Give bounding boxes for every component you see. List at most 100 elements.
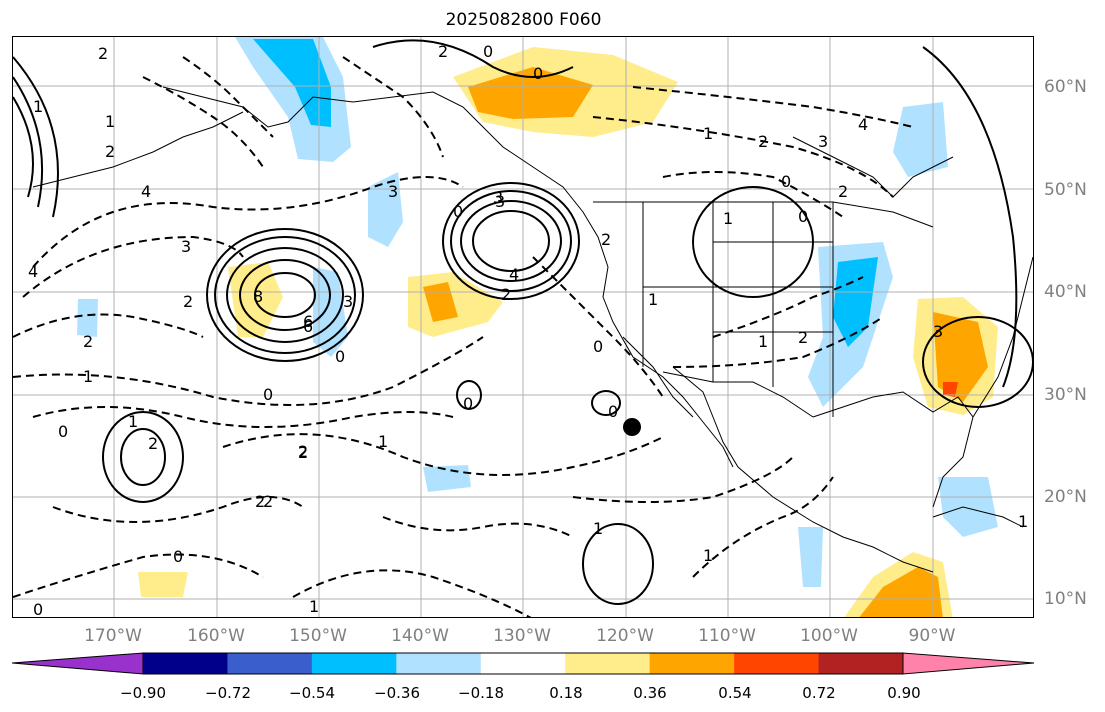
contour-label: 2 (298, 443, 308, 462)
contour-label: 0 (593, 337, 603, 356)
shade-region-west-pacific-blue (77, 299, 98, 337)
contour-label: 0 (173, 547, 183, 566)
contour-label: 1 (703, 546, 713, 565)
contour-label: 2 (758, 132, 768, 151)
dashed-contour-19 (182, 56, 274, 138)
lon-label: 110°W (698, 626, 756, 646)
contour-label: 1 (128, 412, 138, 431)
contour-label: 3 (495, 192, 505, 211)
dashed-contour-20 (292, 569, 532, 617)
contour-label: 2 (83, 332, 93, 351)
contour-west-edge (13, 56, 59, 218)
high-center-ring-4 (442, 182, 580, 300)
contour-label: 1 (758, 332, 768, 351)
contour-label: 0 (533, 64, 543, 83)
small-ring-a (456, 380, 482, 410)
colorbar-segments (12, 652, 1035, 675)
coast-baja (622, 336, 694, 418)
shade-region-southeast-orange (933, 312, 988, 402)
contour-label: 3 (343, 292, 353, 311)
coast-alaska (162, 86, 734, 468)
map-panel[interactable]: 1 2 1 2 4 6 3 2 1 0 2 4 1 2 3 2 0 3 8 6 … (12, 36, 1034, 618)
shade-region-pacific-tropic-blue (798, 527, 823, 587)
map-title: 2025082800 F060 (445, 10, 602, 30)
low-center-ring-5 (206, 228, 364, 362)
dashed-contour-18 (142, 76, 264, 168)
lon-label: 100°W (800, 626, 858, 646)
dashed-contour-9 (572, 456, 794, 503)
contour-label: 1 (648, 290, 658, 309)
dashed-contour-16 (692, 476, 834, 578)
colorbar-tick-label: −0.36 (374, 684, 420, 702)
lon-label: 170°W (84, 626, 142, 646)
contour-label: 2 (438, 42, 448, 61)
contour-label: 0 (608, 402, 618, 421)
contour-label: 2 (98, 44, 108, 63)
dashed-contour-5 (32, 406, 454, 428)
dashed-contour-17 (342, 56, 444, 158)
lat-label: 40°N (1044, 282, 1087, 302)
shaded-anomalies (77, 37, 998, 617)
contour-label: 3 (181, 237, 191, 256)
subtropic-ring-2 (102, 411, 184, 503)
coast-mexico-west (672, 366, 934, 573)
shade-region-mid-pacific-blue (423, 465, 471, 492)
high-center-ring-3 (450, 190, 572, 292)
colorbar-tick-label: 0.90 (887, 684, 921, 702)
shade-region-offshore-yellow (408, 272, 503, 337)
lat-label: 60°N (1044, 77, 1087, 97)
contour-label: 2 (838, 182, 848, 201)
lon-label: 150°W (289, 626, 347, 646)
shade-region-yukon-core (468, 67, 593, 119)
dashed-contour-6 (222, 433, 664, 476)
colorbar (12, 652, 1035, 675)
contour-label: 1 (105, 112, 115, 131)
colorbar-segment (818, 653, 904, 674)
lat-label: 30°N (1044, 385, 1087, 405)
interior-high (692, 186, 814, 298)
contour-label: 1 (378, 432, 388, 451)
small-ring-b (591, 390, 621, 416)
contour-label: 0 (798, 207, 808, 226)
dashed-contour-15 (672, 316, 884, 368)
coast-aleutians (32, 111, 244, 188)
contour-label: 2 (501, 285, 511, 304)
shade-region-plains-core (833, 257, 878, 347)
contour-label: 3 (388, 182, 398, 201)
low-center-ring-4 (214, 236, 356, 354)
contour-label: 8 (253, 287, 263, 306)
contour-label: 0 (463, 394, 473, 413)
dashed-contour-12 (632, 86, 914, 128)
colorbar-tick-label: 0.36 (633, 684, 667, 702)
contour-east-edge (922, 46, 1018, 388)
contour-label: 4 (28, 262, 38, 281)
border-us-canada (593, 201, 934, 228)
shade-region-gulf-blue (368, 172, 403, 247)
colorbar-tick-label: 0.54 (718, 684, 752, 702)
southeast-ring (922, 316, 1033, 408)
contour-label-layer: 1 2 1 2 4 6 3 2 1 0 2 4 1 2 3 2 0 3 8 6 … (28, 42, 1028, 617)
location-marker[interactable] (623, 418, 641, 436)
dashed-contour-7 (52, 496, 304, 523)
contour-label: 0 (453, 202, 463, 221)
dashed-contour-13 (662, 171, 844, 218)
colorbar-segment (649, 653, 735, 674)
lat-label: 10°N (1044, 589, 1087, 609)
dashed-contour-14 (712, 276, 864, 338)
subtropic-ring-1 (120, 428, 166, 486)
shade-region-south-yellow (138, 572, 188, 597)
colorbar-extend-low (12, 652, 144, 675)
dashed-contour-1 (32, 176, 464, 268)
shade-region-southeast-red (943, 382, 958, 397)
contour-label: 1 (309, 597, 319, 616)
lat-label: 20°N (1044, 487, 1087, 507)
contour-label: 4 (509, 265, 519, 284)
contour-north-edge (372, 39, 574, 78)
low-center-ring-1 (254, 272, 316, 318)
state-lines (642, 202, 834, 417)
graticule (13, 37, 1033, 617)
colorbar-segment (227, 653, 313, 674)
map-canvas: 1 2 1 2 4 6 3 2 1 0 2 4 1 2 3 2 0 3 8 6 … (13, 37, 1033, 617)
colorbar-segment (396, 653, 482, 674)
shade-region-central-america-orange (859, 567, 943, 617)
